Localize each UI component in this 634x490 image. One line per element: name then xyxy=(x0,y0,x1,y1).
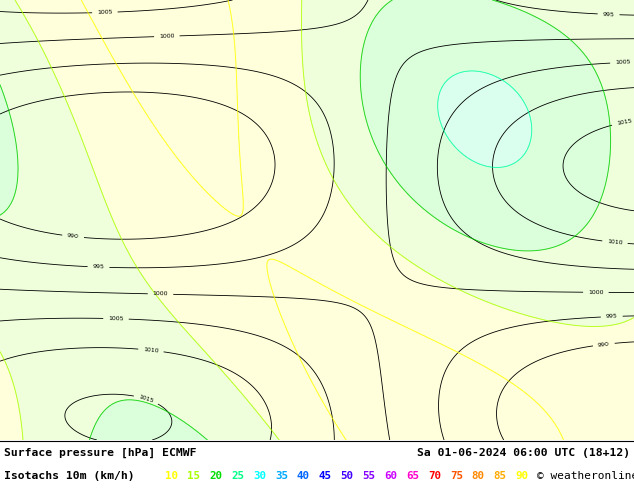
Text: Sa 01-06-2024 06:00 UTC (18+12): Sa 01-06-2024 06:00 UTC (18+12) xyxy=(417,448,630,458)
Text: 1015: 1015 xyxy=(138,394,154,404)
Text: 30: 30 xyxy=(253,471,266,481)
Text: 1005: 1005 xyxy=(97,10,113,15)
Text: 995: 995 xyxy=(93,264,105,270)
Text: 995: 995 xyxy=(602,12,614,17)
Text: 75: 75 xyxy=(450,471,463,481)
Text: 1010: 1010 xyxy=(607,239,623,245)
Text: 15: 15 xyxy=(188,471,200,481)
Text: 50: 50 xyxy=(340,471,354,481)
Text: 1000: 1000 xyxy=(153,292,168,297)
Text: 80: 80 xyxy=(472,471,485,481)
Text: 1000: 1000 xyxy=(159,33,175,39)
Text: 45: 45 xyxy=(319,471,332,481)
Text: 40: 40 xyxy=(297,471,310,481)
Text: 20: 20 xyxy=(209,471,223,481)
Text: 55: 55 xyxy=(363,471,375,481)
Text: 1000: 1000 xyxy=(588,290,604,295)
Text: 1005: 1005 xyxy=(108,316,124,321)
Text: 25: 25 xyxy=(231,471,244,481)
Text: 995: 995 xyxy=(605,314,618,319)
Text: 85: 85 xyxy=(494,471,507,481)
Text: 65: 65 xyxy=(406,471,419,481)
Text: 35: 35 xyxy=(275,471,288,481)
Text: 990: 990 xyxy=(67,233,79,240)
Text: Isotachs 10m (km/h): Isotachs 10m (km/h) xyxy=(4,471,134,481)
Text: 990: 990 xyxy=(598,341,610,348)
Text: © weatheronline.co.uk: © weatheronline.co.uk xyxy=(537,471,634,481)
Text: 90: 90 xyxy=(515,471,529,481)
Text: 1015: 1015 xyxy=(616,119,633,126)
Text: 1010: 1010 xyxy=(143,347,159,354)
Text: Surface pressure [hPa] ECMWF: Surface pressure [hPa] ECMWF xyxy=(4,448,197,458)
Text: 1005: 1005 xyxy=(615,60,631,65)
Text: 60: 60 xyxy=(384,471,398,481)
Text: 70: 70 xyxy=(428,471,441,481)
Text: 10: 10 xyxy=(165,471,179,481)
